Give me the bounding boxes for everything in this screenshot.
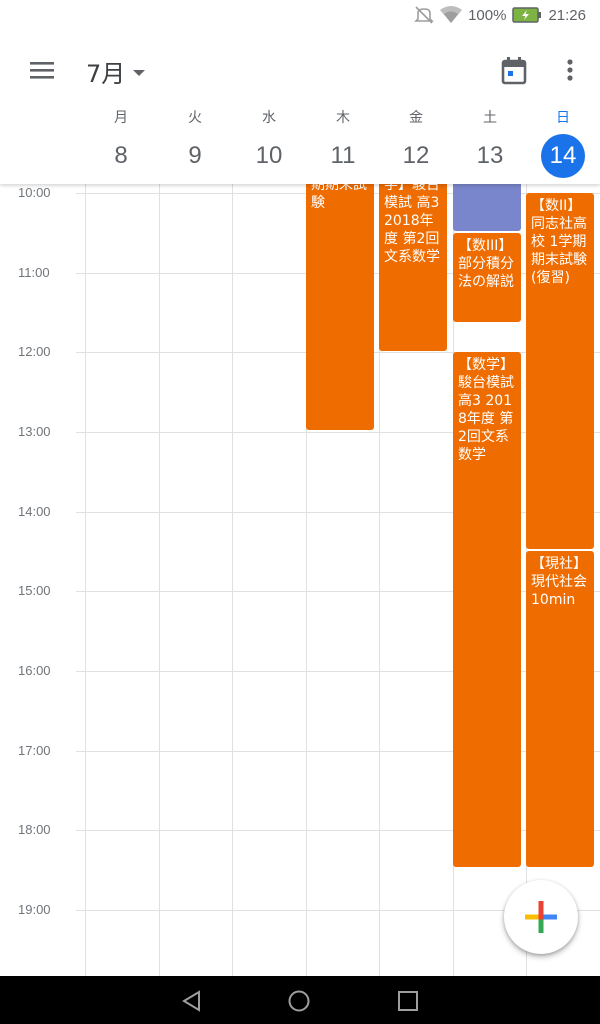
- day-number-today: 14: [541, 134, 585, 178]
- hour-line: [76, 910, 600, 911]
- day-number: 13: [476, 142, 504, 169]
- time-label: 19:00: [18, 902, 51, 917]
- clock: 21:26: [548, 6, 586, 24]
- hour-line: [76, 671, 600, 672]
- app-bar: 7月: [0, 34, 600, 106]
- battery-charging-icon: [512, 6, 542, 24]
- day-column-header[interactable]: 土 13: [453, 104, 527, 178]
- hour-line: [76, 432, 600, 433]
- home-icon[interactable]: [287, 989, 311, 1013]
- day-of-week: 土: [483, 110, 497, 126]
- column-divider: [159, 184, 160, 976]
- event-title: 【数III】部分積分法の解説: [458, 238, 514, 290]
- time-label: 11:00: [18, 265, 50, 280]
- hour-line: [76, 830, 600, 831]
- hour-line: [76, 512, 600, 513]
- day-number: 9: [188, 142, 202, 169]
- time-label: 14:00: [18, 504, 51, 519]
- event-title: 期期末試験: [311, 184, 367, 211]
- battery-percent: 100%: [468, 6, 507, 24]
- create-event-button[interactable]: [504, 880, 578, 954]
- event-title: 【数学】駿台模試 高3 2018年度 第2回文系数学: [458, 357, 514, 463]
- add-icon: [525, 901, 557, 933]
- day-of-week: 日: [556, 110, 570, 126]
- day-of-week: 水: [262, 110, 276, 126]
- event-title: 【数II】同志社高校 1学期期末試験(復習): [531, 198, 587, 286]
- time-label: 13:00: [18, 424, 51, 439]
- recents-icon[interactable]: [396, 989, 420, 1013]
- day-column-header-today[interactable]: 日 14: [526, 104, 600, 178]
- column-divider: [85, 184, 86, 976]
- status-bar: 100% 21:26: [0, 0, 600, 34]
- time-label: 16:00: [18, 663, 51, 678]
- menu-icon[interactable]: [28, 56, 56, 84]
- day-of-week: 火: [188, 110, 202, 126]
- calendar-event[interactable]: 学】駿台模試 高3 2018年度 第2回文系数学: [379, 184, 447, 351]
- week-grid[interactable]: 10:00 11:00 12:00 13:00 14:00 15:00 16:0…: [0, 184, 600, 976]
- month-selector[interactable]: 7月: [86, 54, 146, 89]
- month-title: 7月: [86, 60, 126, 88]
- event-title: 学】駿台模試 高3 2018年度 第2回文系数学: [384, 184, 440, 265]
- calendar-event[interactable]: 【数II】同志社高校 1学期期末試験(復習): [526, 193, 594, 549]
- day-column-header[interactable]: 月 8: [84, 104, 158, 178]
- day-number: 12: [402, 142, 430, 169]
- today-calendar-icon[interactable]: [500, 56, 528, 86]
- day-column-header[interactable]: 木 11: [306, 104, 380, 178]
- event-title: 【現社】現代社会10min: [531, 556, 587, 608]
- back-icon[interactable]: [180, 989, 204, 1013]
- day-number: 10: [255, 142, 283, 169]
- day-column-header[interactable]: 水 10: [232, 104, 306, 178]
- column-divider: [306, 184, 307, 976]
- mute-icon: [414, 6, 435, 24]
- time-label: 12:00: [18, 344, 51, 359]
- time-label: 10:00: [18, 185, 51, 200]
- day-column-header[interactable]: 金 12: [379, 104, 453, 178]
- calendar-event[interactable]: 期期末試験: [306, 184, 374, 430]
- time-label: 18:00: [18, 822, 51, 837]
- hour-line: [76, 751, 600, 752]
- day-of-week: 月: [114, 110, 128, 126]
- day-column-header[interactable]: 火 9: [158, 104, 232, 178]
- more-vert-icon[interactable]: [561, 56, 579, 84]
- wifi-icon: [440, 6, 463, 24]
- calendar-event[interactable]: 【現社】現代社会10min: [526, 551, 594, 867]
- calendar-event[interactable]: 【数学】駿台模試 高3 2018年度 第2回文系数学: [453, 352, 521, 867]
- column-divider: [232, 184, 233, 976]
- day-number: 11: [330, 142, 356, 169]
- day-number: 8: [114, 142, 128, 169]
- hour-line: [76, 591, 600, 592]
- day-of-week: 木: [336, 110, 350, 126]
- calendar-event[interactable]: 【数III】部分積分法の解説: [453, 233, 521, 322]
- time-label: 15:00: [18, 583, 51, 598]
- time-label: 17:00: [18, 743, 51, 758]
- week-day-header: 月 8 火 9 水 10 木 11 金 12 土 13 日 14: [0, 104, 600, 184]
- column-divider: [379, 184, 380, 976]
- day-of-week: 金: [409, 110, 423, 126]
- system-navigation-bar: [0, 976, 600, 1024]
- calendar-event[interactable]: [453, 184, 521, 231]
- caret-down-icon: [133, 69, 146, 76]
